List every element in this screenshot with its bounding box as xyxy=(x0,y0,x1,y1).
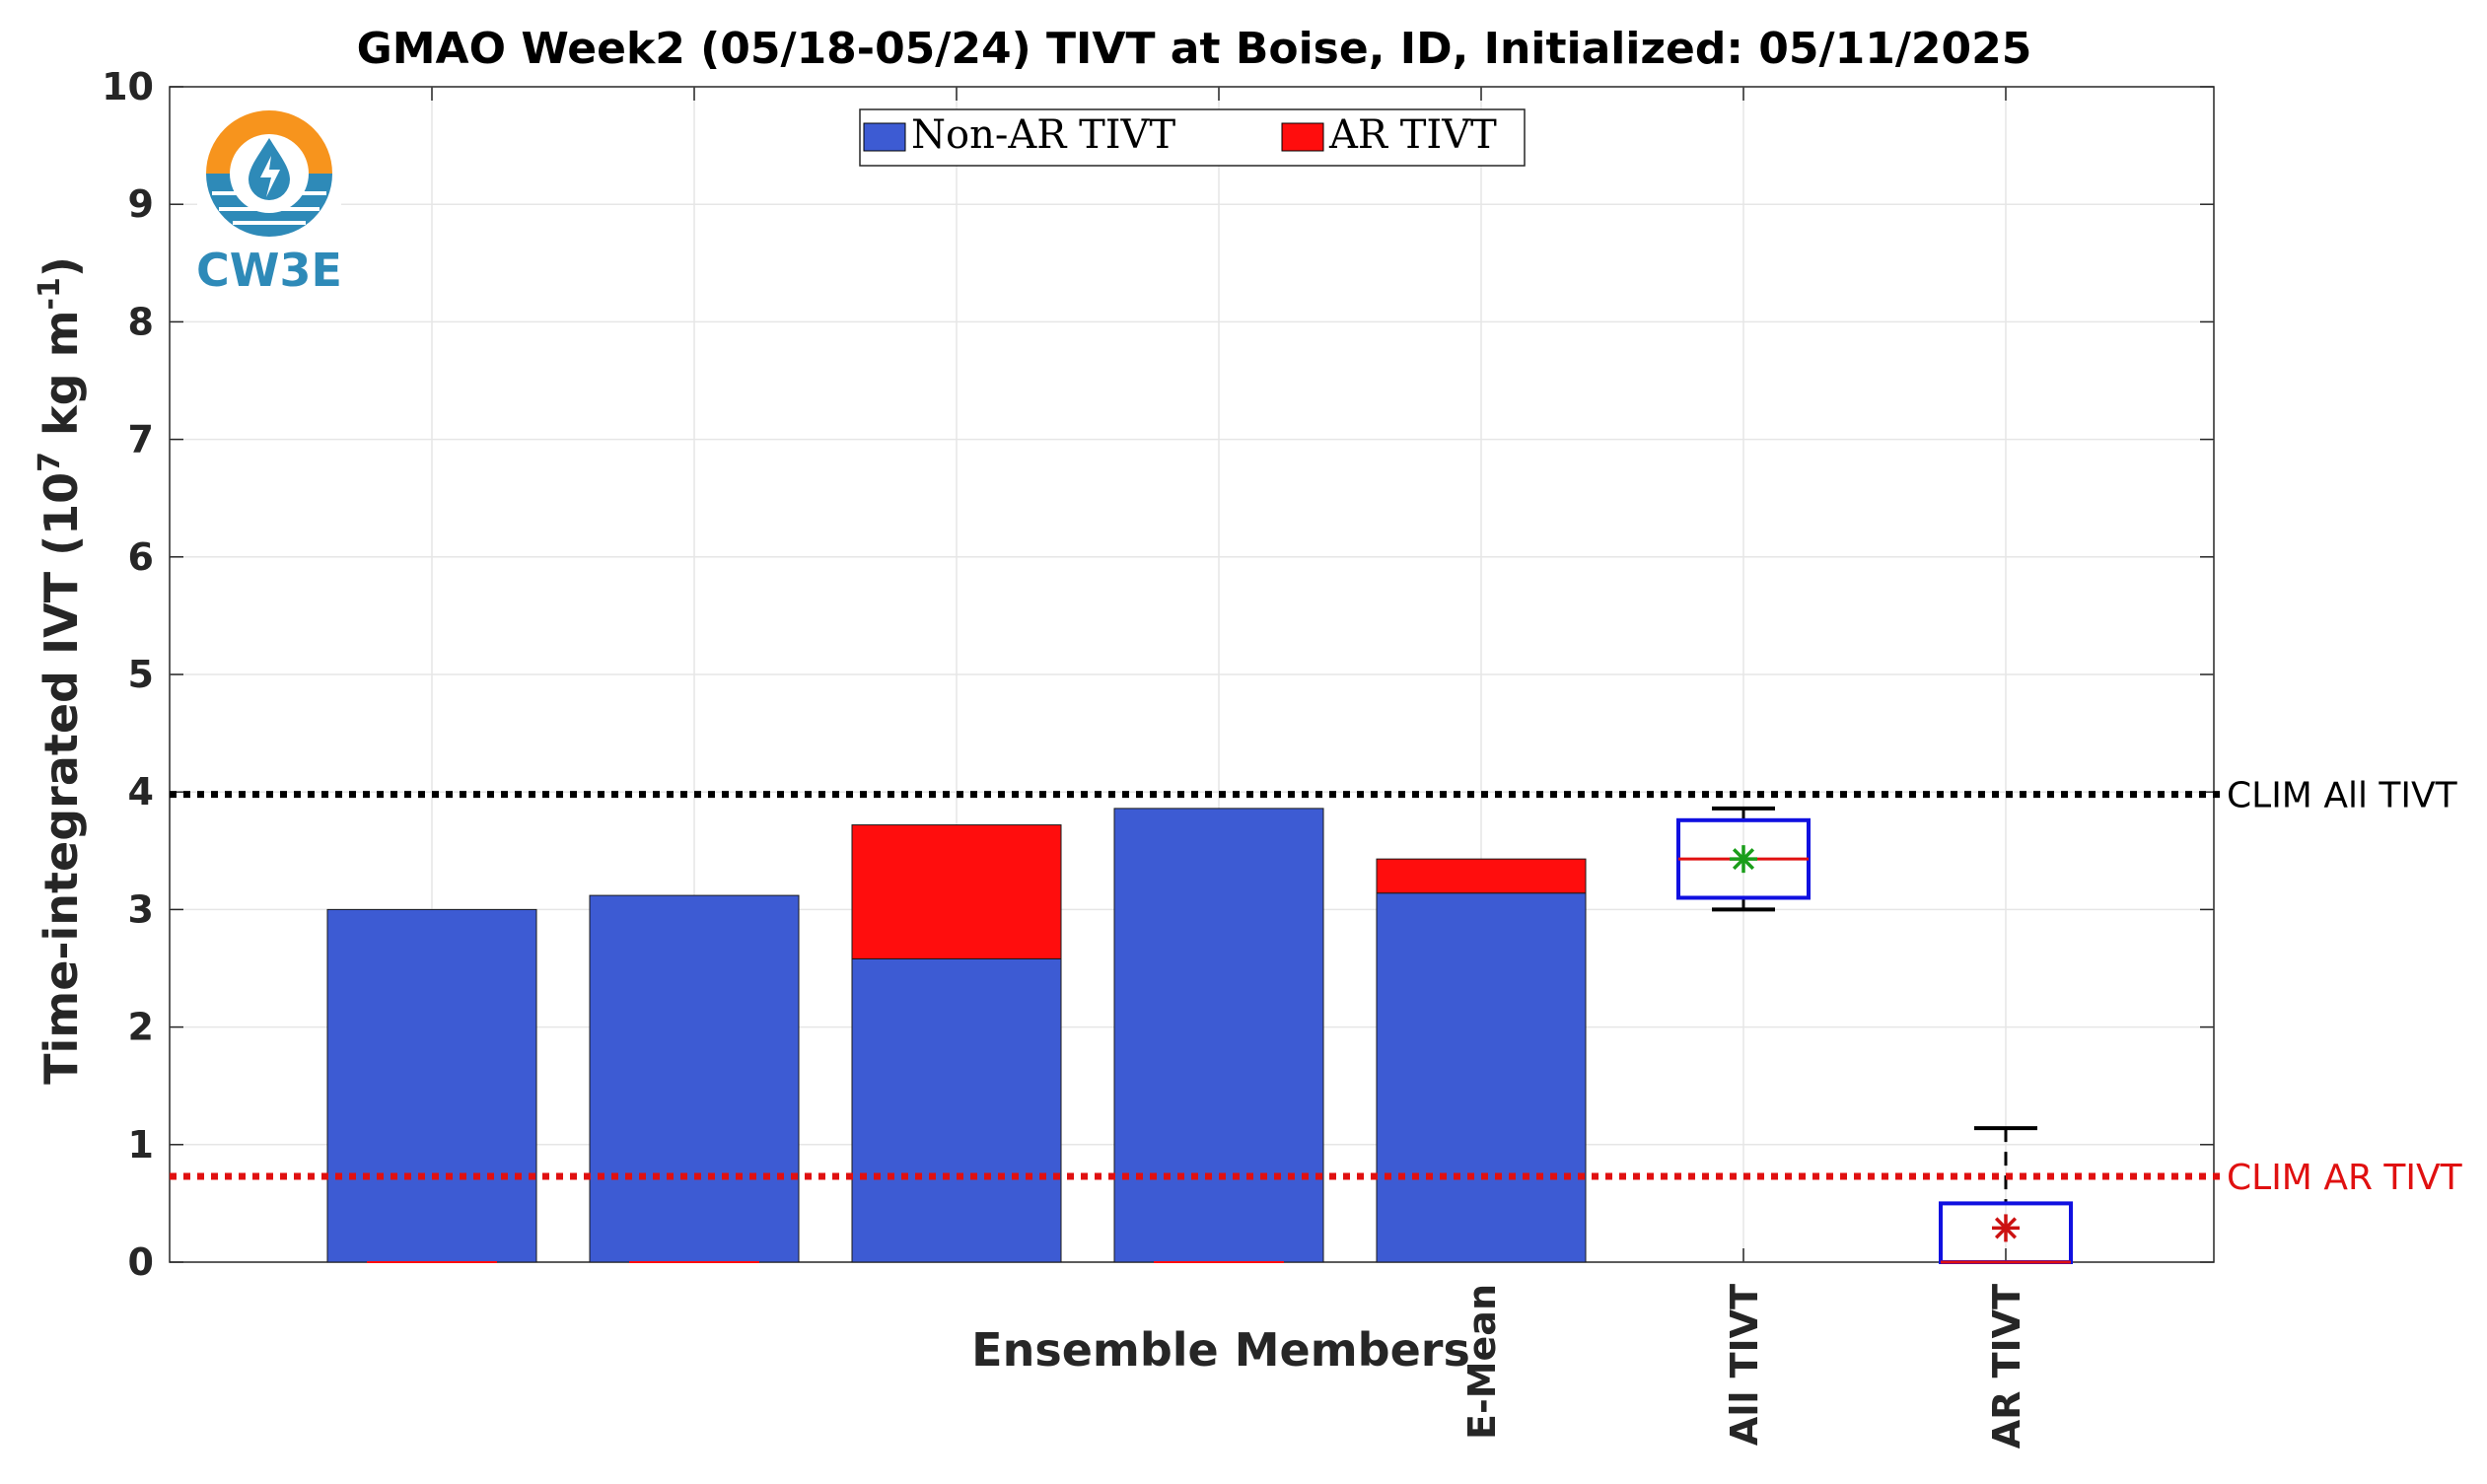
legend: Non-AR TIVT AR TIVT xyxy=(859,108,1526,167)
bar-non-ar-tivt xyxy=(1376,892,1587,1263)
x-tick-label: AR TIVT xyxy=(1985,1284,2028,1449)
x-tick-label: E-Mean xyxy=(1460,1284,1504,1440)
bar-non-ar-tivt xyxy=(851,957,1062,1263)
x-axis-label: Ensemble Members xyxy=(971,1323,1470,1377)
bar-non-ar-tivt xyxy=(589,894,800,1263)
y-axis-label: Time-integrated IVT (107 kg m-1) xyxy=(33,256,88,1085)
bar-non-ar-tivt xyxy=(326,908,537,1263)
y-tick-label: 0 xyxy=(128,1240,154,1284)
y-tick-label: 7 xyxy=(128,418,154,461)
x-tick-labels: E-Mean All TIVT AR TIVT xyxy=(1460,1284,2028,1449)
reference-line-label: CLIM AR TIVT xyxy=(2227,1158,2463,1198)
y-tick-label: 4 xyxy=(128,770,154,813)
boxplots xyxy=(1676,806,2073,1265)
legend-swatch-non-ar xyxy=(863,122,906,152)
y-tick-label: 6 xyxy=(128,535,154,579)
y-tick-labels: 0 1 2 3 4 5 6 7 8 9 10 xyxy=(102,65,154,1284)
x-tick-label: All TIVT xyxy=(1723,1284,1766,1446)
legend-swatch-ar xyxy=(1281,122,1324,152)
bars xyxy=(326,808,1587,1263)
y-tick-label: 5 xyxy=(128,653,154,696)
svg-text:CW3E: CW3E xyxy=(196,244,342,297)
y-tick-label: 8 xyxy=(128,300,154,343)
boxplot-mean-marker xyxy=(1992,1214,2020,1242)
boxplot-mean-marker xyxy=(1730,845,1757,874)
reference-line-label: CLIM All TIVT xyxy=(2227,776,2458,816)
y-tick-label: 3 xyxy=(128,887,154,931)
bar-ar-tivt xyxy=(1376,858,1587,894)
y-tick-label: 1 xyxy=(128,1123,154,1166)
y-tick-label: 2 xyxy=(128,1006,154,1049)
legend-label-non-ar: Non-AR TIVT xyxy=(911,112,1175,158)
cw3e-logo: CW3E xyxy=(196,110,342,297)
reference-lines: CLIM All TIVT CLIM AR TIVT xyxy=(170,776,2463,1198)
legend-label-ar: AR TIVT xyxy=(1328,112,1497,158)
bar-non-ar-tivt xyxy=(1113,808,1324,1263)
y-tick-label: 9 xyxy=(128,182,154,226)
y-tick-label: 10 xyxy=(102,65,154,108)
bar-ar-tivt xyxy=(851,824,1062,959)
chart-title: GMAO Week2 (05/18-05/24) TIVT at Boise, … xyxy=(357,24,2032,74)
legend-box xyxy=(859,108,1526,167)
